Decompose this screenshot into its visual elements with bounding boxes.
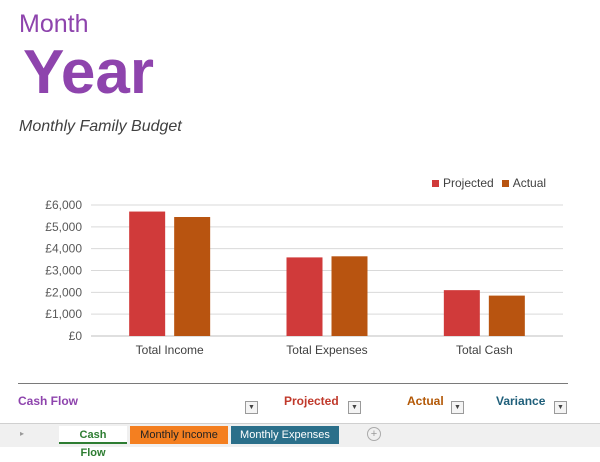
legend-projected: Projected — [432, 176, 494, 190]
sheet-nav-arrow-icon[interactable]: ▸ — [20, 429, 25, 438]
y-tick-label: £0 — [69, 329, 83, 343]
legend-actual: Actual — [501, 176, 547, 190]
year-label: Year — [23, 38, 155, 107]
bar-actual — [174, 217, 211, 336]
cash-flow-table-header: Cash Flow ▼ Projected ▼ Actual ▼ Varianc… — [18, 383, 568, 419]
filter-dropdown-icon[interactable]: ▼ — [348, 401, 361, 414]
legend-actual-label: Actual — [512, 176, 547, 190]
bar-actual — [331, 256, 368, 336]
y-tick-label: £1,000 — [45, 307, 82, 321]
tab-monthly-expenses[interactable]: Monthly Expenses — [231, 426, 339, 444]
x-category-label: Total Expenses — [286, 343, 367, 357]
header-variance: Variance — [496, 394, 546, 408]
y-tick-label: £2,000 — [45, 285, 82, 299]
sheet-tab-bar: ▸ Cash Flow Monthly Income Monthly Expen… — [0, 423, 600, 459]
filter-dropdown-icon[interactable]: ▼ — [245, 401, 258, 414]
y-tick-label: £3,000 — [45, 264, 82, 278]
legend-swatch-actual — [501, 179, 509, 187]
header-cash-flow: Cash Flow — [18, 394, 79, 408]
bar-actual — [488, 295, 525, 336]
month-label: Month — [19, 10, 89, 38]
header-actual: Actual — [407, 394, 444, 408]
legend-projected-label: Projected — [443, 176, 494, 190]
y-tick-label: £6,000 — [45, 198, 82, 212]
tab-monthly-income[interactable]: Monthly Income — [130, 426, 228, 444]
x-category-label: Total Cash — [456, 343, 513, 357]
y-tick-label: £5,000 — [45, 220, 82, 234]
tab-cash-flow[interactable]: Cash Flow — [59, 426, 127, 459]
budget-bar-chart: £0 £1,000 £2,000 £3,000 £4,000 £5,000 £6,000 To… — [45, 198, 563, 357]
legend-swatch-projected — [432, 179, 439, 187]
filter-dropdown-icon[interactable]: ▼ — [554, 401, 567, 414]
chart-legend: Projected Actual — [432, 176, 546, 190]
budget-subtitle: Monthly Family Budget — [19, 118, 182, 135]
add-sheet-icon[interactable]: + — [367, 427, 381, 441]
y-tick-label: £4,000 — [45, 242, 82, 256]
bar-projected — [129, 211, 166, 336]
bar-projected — [443, 290, 480, 336]
filter-dropdown-icon[interactable]: ▼ — [451, 401, 464, 414]
header-projected: Projected — [284, 394, 339, 408]
bar-projected — [286, 257, 323, 336]
x-category-label: Total Income — [136, 343, 204, 357]
